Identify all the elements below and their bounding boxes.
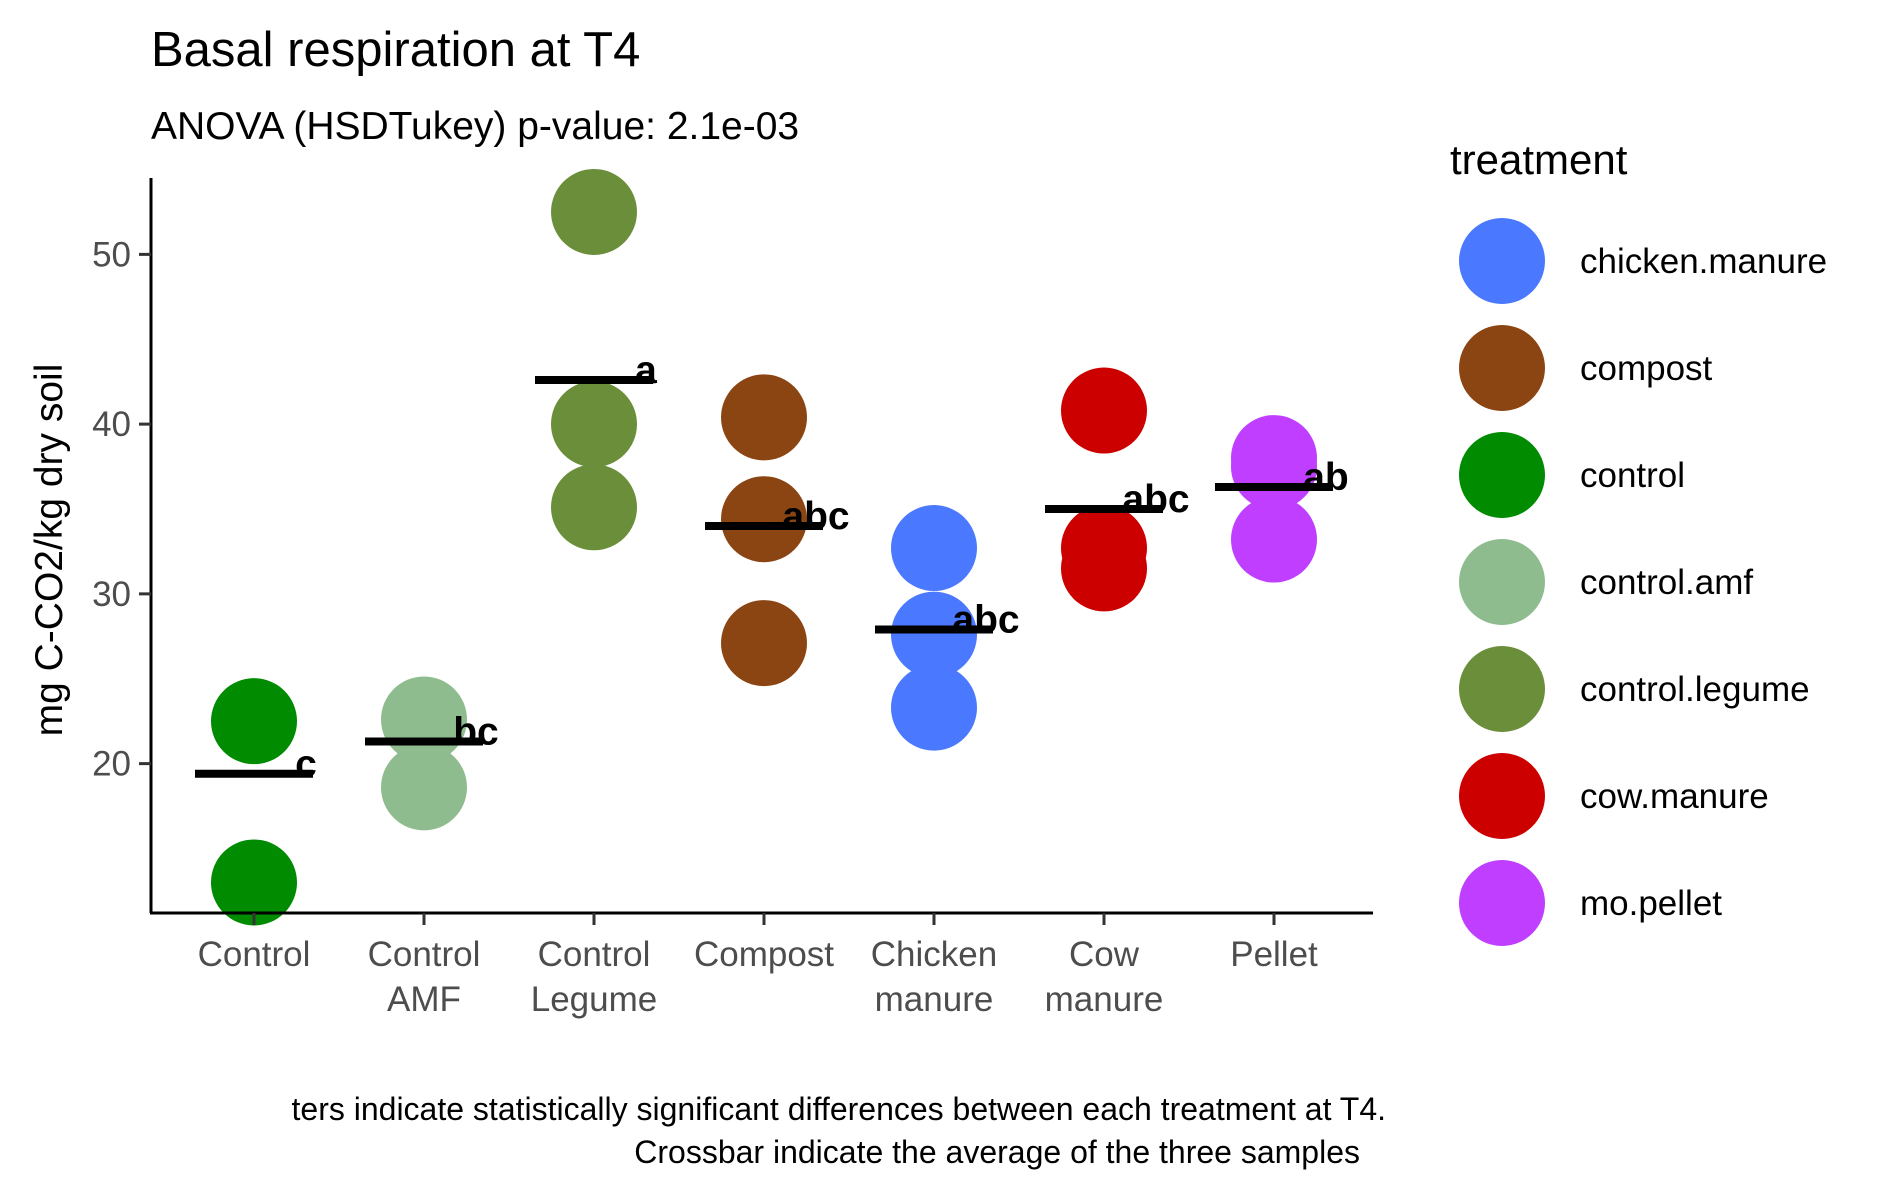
data-point bbox=[1061, 525, 1147, 612]
data-point bbox=[211, 678, 297, 765]
legend-title: treatment bbox=[1450, 136, 1628, 183]
legend-label: control.amf bbox=[1580, 563, 1753, 602]
legend-key bbox=[1459, 325, 1545, 411]
significance-letter: a bbox=[635, 349, 657, 392]
legend-key bbox=[1459, 860, 1545, 946]
caption-line-2: Crossbar indicate the average of the thr… bbox=[634, 1134, 1360, 1170]
y-tick-label: 20 bbox=[92, 745, 131, 784]
x-tick-label: Cow manure bbox=[1045, 935, 1164, 1019]
data-point bbox=[891, 591, 977, 678]
significance-letter: abc bbox=[1122, 478, 1189, 521]
x-tick-label: Chicken manure bbox=[871, 935, 997, 1019]
legend-label: mo.pellet bbox=[1580, 884, 1722, 923]
caption-line-1: ters indicate statistically significant … bbox=[292, 1091, 1387, 1127]
legend: treatment chicken.manure compost control co… bbox=[1450, 136, 1827, 946]
legend-key bbox=[1459, 539, 1545, 625]
axes: 20 30 40 50 Control Control AMF Control Legume Co… bbox=[92, 235, 1318, 1019]
y-axis-title: mg C-CO2/kg dry soil bbox=[28, 364, 71, 737]
y-tick-label: 40 bbox=[92, 405, 131, 444]
legend-key bbox=[1459, 432, 1545, 518]
data-point bbox=[1231, 496, 1317, 583]
legend-label: control bbox=[1580, 456, 1685, 495]
significance-letter: ab bbox=[1303, 456, 1349, 499]
legend-label: control.legume bbox=[1580, 670, 1810, 709]
significance-letter: bc bbox=[453, 711, 499, 754]
data-point bbox=[721, 476, 807, 563]
data-point bbox=[551, 168, 637, 255]
x-tick-label: Control bbox=[198, 935, 311, 974]
data-point bbox=[891, 505, 977, 592]
y-tick-label: 30 bbox=[92, 575, 131, 614]
legend-label: compost bbox=[1580, 349, 1713, 388]
data-point bbox=[211, 839, 297, 926]
chart-title: Basal respiration at T4 bbox=[151, 23, 640, 77]
y-tick-label: 50 bbox=[92, 235, 131, 274]
significance-letter: abc bbox=[952, 599, 1019, 642]
plot-area: c bc a abc abc abc ab bbox=[195, 168, 1349, 926]
data-point bbox=[551, 381, 637, 468]
significance-letter: c bbox=[295, 743, 317, 786]
x-tick-label: Pellet bbox=[1230, 935, 1318, 974]
data-point bbox=[721, 600, 807, 687]
x-tick-label: Compost bbox=[694, 935, 834, 974]
data-point bbox=[381, 744, 467, 831]
caption: ters indicate statistically significant … bbox=[292, 1091, 1387, 1170]
significance-letter: abc bbox=[782, 495, 849, 538]
data-point bbox=[551, 464, 637, 551]
data-point bbox=[721, 374, 807, 461]
legend-key bbox=[1459, 753, 1545, 839]
x-tick-label: Control Legume bbox=[531, 935, 657, 1019]
legend-key bbox=[1459, 646, 1545, 732]
data-point bbox=[891, 664, 977, 751]
legend-label: cow.manure bbox=[1580, 777, 1769, 816]
chart-subtitle: ANOVA (HSDTukey) p-value: 2.1e-03 bbox=[151, 105, 799, 148]
legend-key bbox=[1459, 218, 1545, 304]
legend-label: chicken.manure bbox=[1580, 242, 1827, 281]
x-tick-label: Control AMF bbox=[368, 935, 481, 1019]
data-point bbox=[1061, 367, 1147, 454]
